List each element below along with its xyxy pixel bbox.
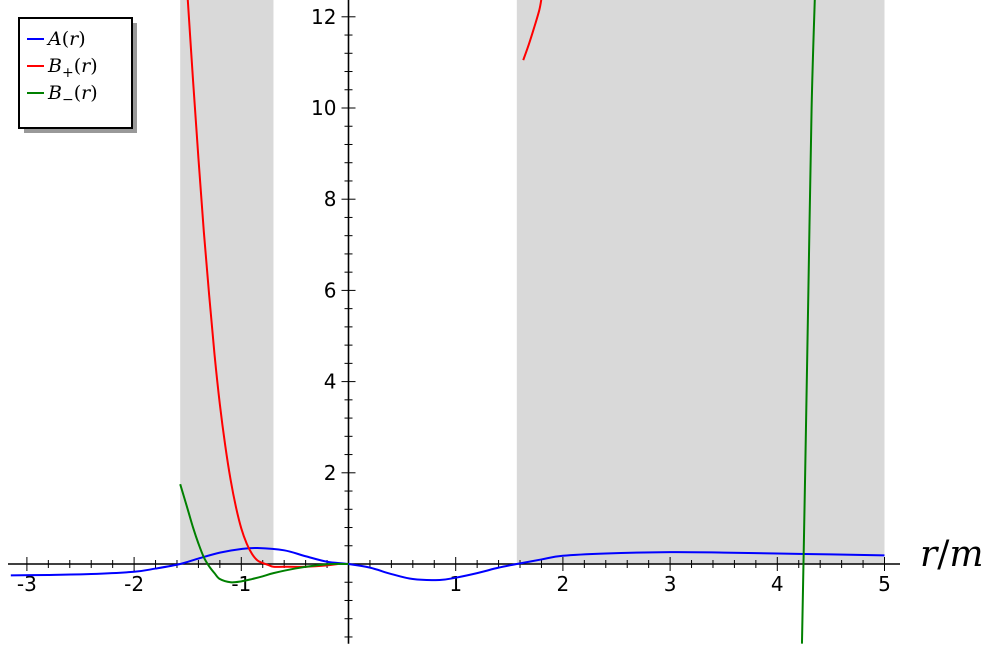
- x-tick-label: -1: [231, 572, 251, 596]
- axes: [8, 0, 900, 644]
- x-tick-label: 1: [449, 572, 462, 596]
- series-line-2-part-1: [186, 0, 338, 568]
- x-axis-label: r/m: [920, 534, 984, 575]
- series-lines: [10, 0, 885, 644]
- shaded-region-1: [180, 0, 274, 565]
- legend-label-1: A(r): [46, 28, 86, 50]
- x-tick-label: 5: [878, 572, 891, 596]
- y-tick-label: 6: [324, 278, 337, 302]
- series-line-3-part-2: [800, 0, 816, 644]
- x-tick-label: -2: [124, 572, 144, 596]
- legend-label-2: B+(r): [47, 55, 98, 81]
- y-tick-label: 8: [324, 187, 337, 211]
- series-line-3-part-1: [179, 483, 349, 584]
- x-tick-label: 2: [557, 572, 570, 596]
- shaded-region-2: [516, 0, 885, 565]
- series-line-2-part-2: [522, 0, 543, 61]
- y-tick-label: 4: [324, 370, 337, 394]
- y-tick-label: 12: [311, 5, 336, 29]
- y-tick-label: 10: [311, 96, 336, 120]
- legend: A(r) B+(r)B−(r): [18, 17, 137, 133]
- series-line-1-part-1: [10, 546, 885, 582]
- legend-label-3: B−(r): [47, 82, 98, 108]
- y-tick-label: 2: [324, 461, 337, 485]
- legend-box: [18, 17, 133, 129]
- x-tick-label: -3: [17, 572, 37, 596]
- x-tick-label: 4: [771, 572, 784, 596]
- shaded-regions: [180, 0, 885, 565]
- x-tick-label: 3: [664, 572, 677, 596]
